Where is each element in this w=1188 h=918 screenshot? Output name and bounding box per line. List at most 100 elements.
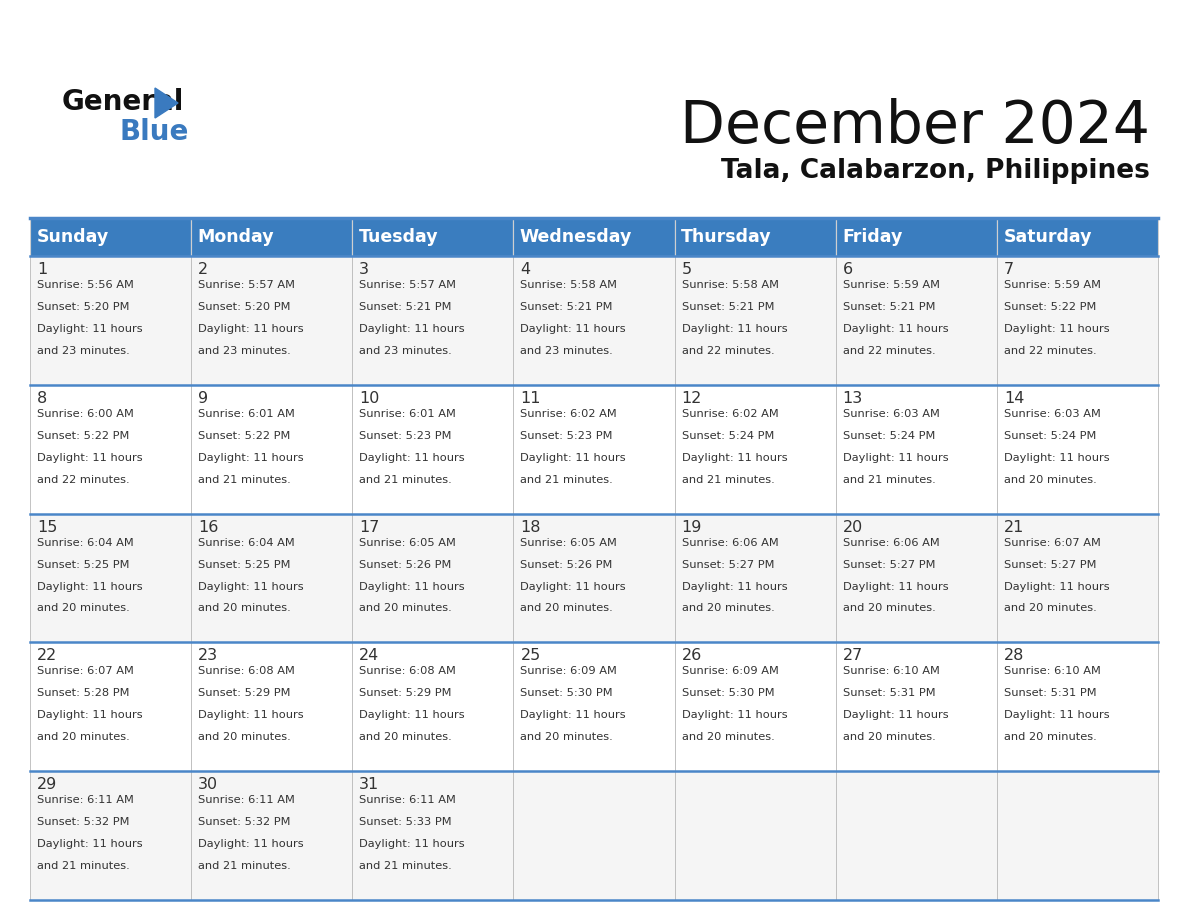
Text: 9: 9 <box>198 391 208 406</box>
Text: and 23 minutes.: and 23 minutes. <box>37 346 129 356</box>
Text: Sunset: 5:30 PM: Sunset: 5:30 PM <box>520 688 613 699</box>
Text: and 20 minutes.: and 20 minutes. <box>359 733 453 743</box>
Text: 21: 21 <box>1004 520 1024 534</box>
Text: Sunrise: 6:04 AM: Sunrise: 6:04 AM <box>37 538 134 548</box>
Text: Sunrise: 5:58 AM: Sunrise: 5:58 AM <box>520 280 618 290</box>
Text: Sunset: 5:26 PM: Sunset: 5:26 PM <box>520 560 613 569</box>
Text: Daylight: 11 hours: Daylight: 11 hours <box>842 711 948 721</box>
Bar <box>30 771 191 900</box>
Text: Sunrise: 6:03 AM: Sunrise: 6:03 AM <box>842 409 940 419</box>
Bar <box>513 513 675 643</box>
Text: Daylight: 11 hours: Daylight: 11 hours <box>842 453 948 463</box>
Text: Sunset: 5:32 PM: Sunset: 5:32 PM <box>198 817 291 827</box>
Text: Daylight: 11 hours: Daylight: 11 hours <box>1004 324 1110 334</box>
Text: 18: 18 <box>520 520 541 534</box>
Text: Sunrise: 5:58 AM: Sunrise: 5:58 AM <box>682 280 778 290</box>
Text: Sunday: Sunday <box>37 228 108 246</box>
Bar <box>835 385 997 513</box>
Bar <box>675 771 835 900</box>
Text: Daylight: 11 hours: Daylight: 11 hours <box>198 581 304 591</box>
Text: and 21 minutes.: and 21 minutes. <box>682 475 775 485</box>
Text: Sunset: 5:27 PM: Sunset: 5:27 PM <box>842 560 935 569</box>
Text: 4: 4 <box>520 262 531 277</box>
Text: Sunset: 5:31 PM: Sunset: 5:31 PM <box>1004 688 1097 699</box>
Text: and 20 minutes.: and 20 minutes. <box>198 603 291 613</box>
Text: Sunrise: 6:03 AM: Sunrise: 6:03 AM <box>1004 409 1101 419</box>
Bar <box>513 771 675 900</box>
Text: and 20 minutes.: and 20 minutes. <box>37 603 129 613</box>
Text: Daylight: 11 hours: Daylight: 11 hours <box>520 453 626 463</box>
Bar <box>835 771 997 900</box>
Text: and 21 minutes.: and 21 minutes. <box>198 861 291 871</box>
Text: Daylight: 11 hours: Daylight: 11 hours <box>842 581 948 591</box>
Text: Sunrise: 6:11 AM: Sunrise: 6:11 AM <box>198 795 295 805</box>
Bar <box>835 218 997 256</box>
Text: and 20 minutes.: and 20 minutes. <box>682 733 775 743</box>
Text: 29: 29 <box>37 778 57 792</box>
Text: Sunrise: 5:57 AM: Sunrise: 5:57 AM <box>359 280 456 290</box>
Text: Daylight: 11 hours: Daylight: 11 hours <box>682 711 788 721</box>
Text: and 20 minutes.: and 20 minutes. <box>37 733 129 743</box>
Text: 14: 14 <box>1004 391 1024 406</box>
Bar <box>30 218 191 256</box>
Text: Sunrise: 6:08 AM: Sunrise: 6:08 AM <box>359 666 456 677</box>
Text: and 23 minutes.: and 23 minutes. <box>198 346 291 356</box>
Text: Blue: Blue <box>120 118 189 146</box>
Text: Daylight: 11 hours: Daylight: 11 hours <box>1004 581 1110 591</box>
Text: 6: 6 <box>842 262 853 277</box>
Text: Daylight: 11 hours: Daylight: 11 hours <box>198 711 304 721</box>
Text: Sunrise: 6:10 AM: Sunrise: 6:10 AM <box>842 666 940 677</box>
Text: 10: 10 <box>359 391 380 406</box>
Text: Sunrise: 6:04 AM: Sunrise: 6:04 AM <box>198 538 295 548</box>
Bar <box>997 643 1158 771</box>
Bar <box>30 643 191 771</box>
Text: Sunrise: 6:09 AM: Sunrise: 6:09 AM <box>682 666 778 677</box>
Text: 12: 12 <box>682 391 702 406</box>
Text: Sunrise: 5:56 AM: Sunrise: 5:56 AM <box>37 280 134 290</box>
Text: Sunset: 5:24 PM: Sunset: 5:24 PM <box>842 431 935 441</box>
Text: Friday: Friday <box>842 228 903 246</box>
Text: 22: 22 <box>37 648 57 664</box>
Text: Sunset: 5:20 PM: Sunset: 5:20 PM <box>37 302 129 312</box>
Text: 26: 26 <box>682 648 702 664</box>
Bar <box>997 385 1158 513</box>
Text: 31: 31 <box>359 778 379 792</box>
Text: Sunrise: 6:11 AM: Sunrise: 6:11 AM <box>37 795 134 805</box>
Text: and 20 minutes.: and 20 minutes. <box>520 603 613 613</box>
Text: Daylight: 11 hours: Daylight: 11 hours <box>37 711 143 721</box>
Text: Sunset: 5:33 PM: Sunset: 5:33 PM <box>359 817 451 827</box>
Text: 5: 5 <box>682 262 691 277</box>
Bar <box>835 256 997 385</box>
Text: and 22 minutes.: and 22 minutes. <box>37 475 129 485</box>
Bar <box>353 385 513 513</box>
Text: Saturday: Saturday <box>1004 228 1092 246</box>
Text: 27: 27 <box>842 648 862 664</box>
Text: Daylight: 11 hours: Daylight: 11 hours <box>37 839 143 849</box>
Text: 13: 13 <box>842 391 862 406</box>
Text: Daylight: 11 hours: Daylight: 11 hours <box>359 711 465 721</box>
Bar <box>997 218 1158 256</box>
Text: 8: 8 <box>37 391 48 406</box>
Text: Sunrise: 6:00 AM: Sunrise: 6:00 AM <box>37 409 134 419</box>
Text: Sunrise: 6:05 AM: Sunrise: 6:05 AM <box>359 538 456 548</box>
Text: and 20 minutes.: and 20 minutes. <box>842 603 935 613</box>
Text: and 20 minutes.: and 20 minutes. <box>842 733 935 743</box>
Text: Daylight: 11 hours: Daylight: 11 hours <box>37 581 143 591</box>
Text: Monday: Monday <box>197 228 274 246</box>
Text: Daylight: 11 hours: Daylight: 11 hours <box>682 324 788 334</box>
Text: and 22 minutes.: and 22 minutes. <box>1004 346 1097 356</box>
Text: Sunset: 5:27 PM: Sunset: 5:27 PM <box>1004 560 1097 569</box>
Text: Daylight: 11 hours: Daylight: 11 hours <box>520 711 626 721</box>
Text: 7: 7 <box>1004 262 1015 277</box>
Text: 20: 20 <box>842 520 862 534</box>
Text: Sunrise: 6:01 AM: Sunrise: 6:01 AM <box>198 409 295 419</box>
Text: Sunset: 5:23 PM: Sunset: 5:23 PM <box>520 431 613 441</box>
Text: Sunset: 5:22 PM: Sunset: 5:22 PM <box>37 431 129 441</box>
Text: and 21 minutes.: and 21 minutes. <box>37 861 129 871</box>
Text: 11: 11 <box>520 391 541 406</box>
Text: 25: 25 <box>520 648 541 664</box>
Text: Daylight: 11 hours: Daylight: 11 hours <box>520 324 626 334</box>
Bar <box>353 256 513 385</box>
Text: and 20 minutes.: and 20 minutes. <box>198 733 291 743</box>
Bar <box>675 513 835 643</box>
